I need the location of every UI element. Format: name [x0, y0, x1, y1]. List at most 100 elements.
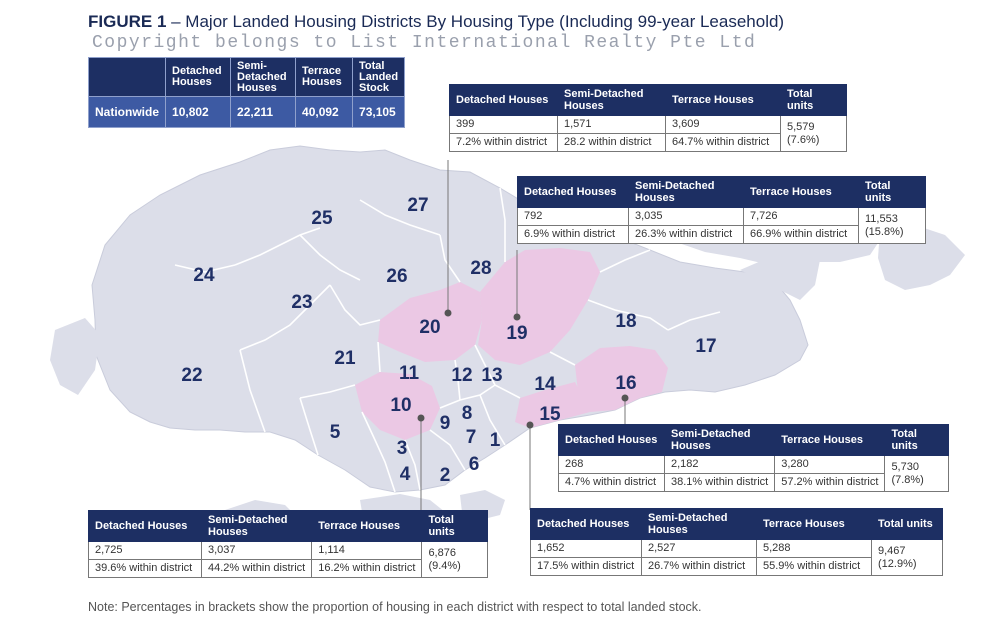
district-label-10: 10	[390, 395, 411, 416]
district-10-area	[355, 372, 440, 440]
pct-terrace: 55.9% within district	[756, 557, 872, 576]
district-label-14: 14	[534, 374, 556, 395]
total-units: 9,467 (12.9%)	[871, 539, 943, 576]
table-row: 39.6% within district 44.2% within distr…	[88, 559, 488, 578]
count-detached: 1,652	[530, 539, 642, 558]
district-markers	[417, 309, 629, 429]
pct-semi: 26.3% within district	[628, 225, 744, 244]
count-terrace: 1,114	[311, 541, 423, 560]
district-label-7: 7	[466, 427, 477, 448]
pct-semi: 44.2% within district	[200, 559, 313, 578]
col-terrace: Terrace Houses	[743, 176, 859, 208]
nationwide-detached: 10,802	[165, 96, 232, 128]
figure-number: FIGURE 1	[88, 12, 167, 31]
count-detached: 399	[449, 115, 558, 134]
table-row: 17.5% within district 26.7% within distr…	[530, 557, 943, 576]
col-detached: Detached Houses	[517, 176, 629, 208]
district-label-1: 1	[490, 430, 501, 451]
count-detached: 2,725	[88, 541, 202, 560]
pct-semi: 28.2 within district	[557, 133, 666, 152]
count-detached: 268	[558, 455, 665, 474]
marker-district-10	[417, 414, 425, 422]
total-units: 5,730 (7.8%)	[884, 455, 949, 492]
nationwide-semi: 22,211	[230, 96, 297, 128]
table-header-row: Detached Houses Semi-Detached Houses Ter…	[558, 424, 949, 456]
col-semi: Semi-Detached Houses	[200, 510, 313, 542]
nationwide-summary-table: Detached Houses Semi-Detached Houses Ter…	[87, 57, 406, 128]
district-label-16: 16	[615, 373, 636, 394]
district-label-12: 12	[451, 365, 472, 386]
pct-semi: 26.7% within district	[641, 557, 757, 576]
col-terrace: Terrace Houses	[311, 510, 423, 542]
col-total: Total units	[780, 84, 847, 116]
marker-district-16	[621, 394, 629, 402]
copyright-watermark: Copyright belongs to List International …	[92, 33, 757, 53]
district-19-table: Detached Houses Semi-Detached Houses Ter…	[517, 176, 926, 244]
nationwide-corner-cell	[87, 57, 167, 97]
nationwide-header-semi: Semi-Detached Houses	[230, 57, 297, 97]
total-units: 11,553 (15.8%)	[858, 207, 926, 244]
col-terrace: Terrace Houses	[665, 84, 781, 116]
footnote: Note: Percentages in brackets show the p…	[88, 600, 702, 614]
district-label-28: 28	[470, 258, 491, 279]
col-semi: Semi-Detached Houses	[557, 84, 666, 116]
table-header-row: Detached Houses Semi-Detached Houses Ter…	[88, 510, 488, 542]
col-total: Total units	[884, 424, 949, 456]
nationwide-value-row: Nationwide 10,802 22,211 40,092 73,105	[87, 96, 406, 128]
nationwide-header-row: Detached Houses Semi-Detached Houses Ter…	[87, 57, 406, 97]
table-row: 2,725 3,037 1,114 6,876 (9.4%)	[88, 541, 488, 578]
district-label-6: 6	[469, 454, 480, 475]
district-label-11: 11	[399, 363, 420, 384]
table-row: 4.7% within district 38.1% within distri…	[558, 473, 949, 492]
marker-district-19	[513, 313, 521, 321]
district-label-9: 9	[440, 413, 451, 434]
table-row: 268 2,182 3,280 5,730 (7.8%)	[558, 455, 949, 492]
district-label-8: 8	[462, 403, 473, 424]
count-terrace: 7,726	[743, 207, 859, 226]
district-label-20: 20	[419, 317, 440, 338]
pct-semi: 38.1% within district	[663, 473, 776, 492]
district-label-22: 22	[181, 365, 202, 386]
col-detached: Detached Houses	[530, 508, 642, 540]
table-header-row: Detached Houses Semi-Detached Houses Ter…	[449, 84, 847, 116]
table-row: 792 3,035 7,726 11,553 (15.8%)	[517, 207, 926, 244]
table-row: 1,652 2,527 5,288 9,467 (12.9%)	[530, 539, 943, 576]
col-semi: Semi-Detached Houses	[628, 176, 744, 208]
district-label-17: 17	[695, 336, 716, 357]
district-label-13: 13	[481, 365, 502, 386]
count-terrace: 5,288	[756, 539, 872, 558]
district-label-23: 23	[291, 292, 312, 313]
table-row: 7.2% within district 28.2 within distric…	[449, 133, 847, 152]
nationwide-header-detached: Detached Houses	[165, 57, 232, 97]
col-detached: Detached Houses	[558, 424, 665, 456]
nationwide-header-total: Total Landed Stock	[352, 57, 406, 97]
leader-lines	[420, 160, 626, 512]
nationwide-row-label: Nationwide	[87, 96, 167, 128]
district-label-26: 26	[386, 266, 407, 287]
district-label-3: 3	[397, 438, 408, 459]
count-semi: 1,571	[557, 115, 666, 134]
col-total: Total units	[421, 510, 488, 542]
col-detached: Detached Houses	[449, 84, 558, 116]
col-semi: Semi-Detached Houses	[641, 508, 757, 540]
total-units: 5,579 (7.6%)	[780, 115, 847, 152]
table-header-row: Detached Houses Semi-Detached Houses Ter…	[530, 508, 943, 540]
pct-detached: 4.7% within district	[558, 473, 665, 492]
district-label-24: 24	[193, 265, 215, 286]
district-label-27: 27	[407, 195, 428, 216]
nationwide-terrace: 40,092	[295, 96, 354, 128]
pct-detached: 6.9% within district	[517, 225, 629, 244]
district-label-25: 25	[311, 208, 333, 229]
total-units: 6,876 (9.4%)	[421, 541, 488, 578]
west-islands	[50, 318, 100, 395]
district-10-table: Detached Houses Semi-Detached Houses Ter…	[88, 510, 488, 578]
pct-terrace: 57.2% within district	[774, 473, 886, 492]
district-16-area	[575, 346, 668, 412]
count-detached: 792	[517, 207, 629, 226]
figure-title: FIGURE 1 – Major Landed Housing District…	[88, 12, 784, 32]
count-semi: 3,037	[200, 541, 313, 560]
pct-detached: 7.2% within district	[449, 133, 558, 152]
count-semi: 2,182	[663, 455, 776, 474]
district-labels: 25 27 24 26 28 23 20 19 18 17 21 22 11 1…	[181, 195, 716, 486]
district-label-18: 18	[615, 311, 636, 332]
